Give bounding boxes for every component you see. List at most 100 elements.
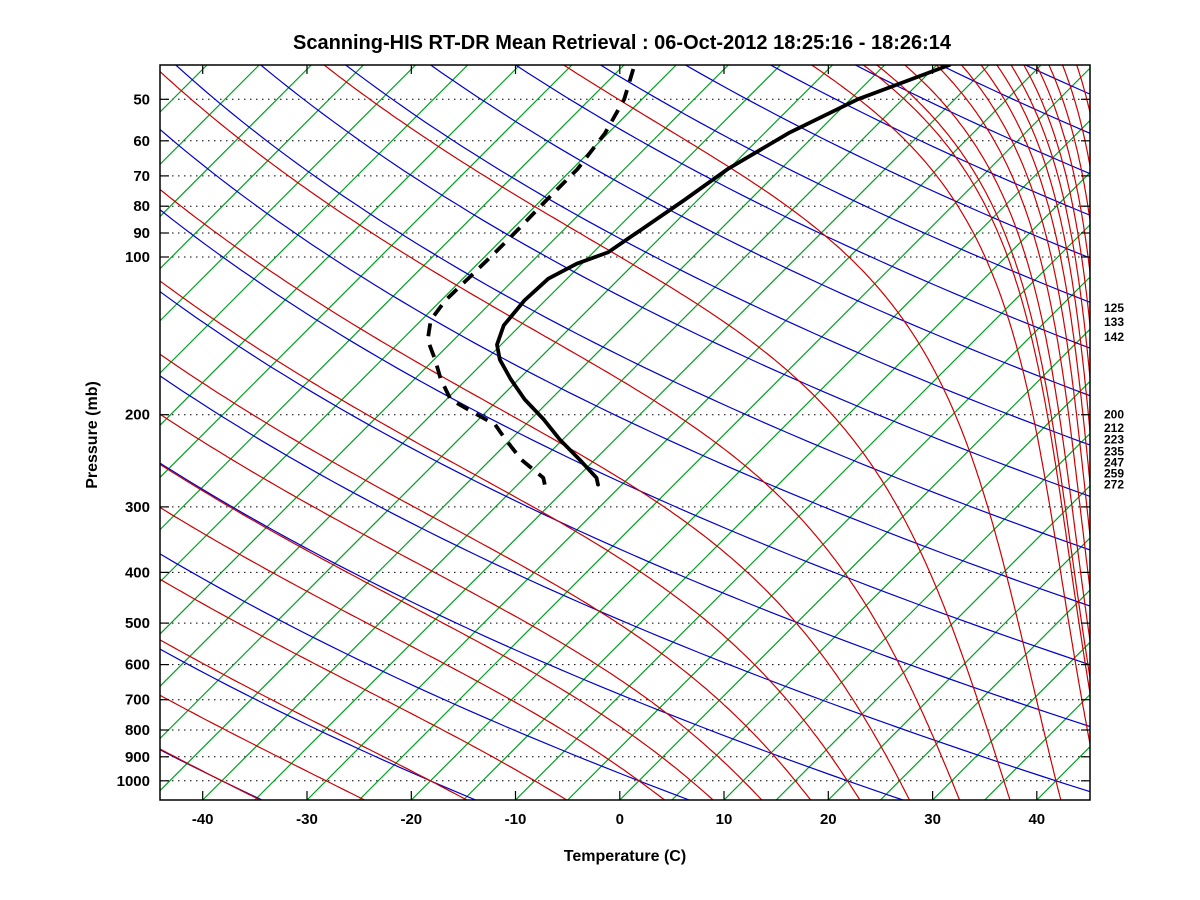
x-axis-label: Temperature (C) xyxy=(564,848,686,865)
moist-adiabat-line xyxy=(1023,65,1090,332)
temperature-profile xyxy=(495,65,952,487)
moist-adiabat-line xyxy=(160,280,861,800)
isotherm-line xyxy=(306,65,1042,800)
moist-adiabat-line xyxy=(160,748,261,800)
level-label: 272 xyxy=(1104,478,1124,492)
moist-adiabat-line xyxy=(323,65,1011,800)
isotherm-line xyxy=(932,641,1090,800)
level-label: 223 xyxy=(1104,432,1124,446)
isotherm-line xyxy=(358,67,1090,800)
isotherm-line xyxy=(160,65,312,218)
dry-adiabat-line xyxy=(855,65,1090,175)
dry-adiabat-line xyxy=(160,290,1090,728)
isotherm-line xyxy=(723,432,1090,800)
pressure-tick-label: 400 xyxy=(125,564,150,581)
moist-adiabat-line xyxy=(904,65,1090,645)
dry-adiabat-line xyxy=(160,553,690,800)
pressure-tick-label: 500 xyxy=(125,615,150,632)
level-label: 212 xyxy=(1104,421,1124,435)
isotherm-line xyxy=(254,65,990,800)
tick-label-layer: -40 -30 -20 -10 0 10 20 30 40 50 60 70 80 90 100 200 300… xyxy=(117,91,1125,828)
pressure-tick-label: 70 xyxy=(133,168,150,185)
moist-adiabat-line xyxy=(1010,65,1090,384)
dry-adiabat-line xyxy=(160,462,903,800)
moist-adiabat-line xyxy=(160,353,812,800)
dry-adiabat-line xyxy=(160,128,1090,607)
isotherm-line xyxy=(160,65,834,740)
adiabat-isotherm-layer xyxy=(160,65,1090,800)
isotherm-line xyxy=(160,65,260,166)
moist-adiabat-line xyxy=(160,639,468,800)
plot-border xyxy=(159,64,1091,801)
pressure-tick-label: 100 xyxy=(125,249,150,266)
pressure-tick-label: 60 xyxy=(133,133,150,150)
isotherm-line xyxy=(160,65,521,427)
isotherm-line xyxy=(671,380,1090,800)
moist-adiabat-line xyxy=(160,413,763,800)
moist-adiabat-line xyxy=(160,578,567,800)
pressure-gridline-layer xyxy=(160,98,1090,782)
moist-adiabat-line xyxy=(160,694,365,800)
x-tick-label: 20 xyxy=(820,811,837,828)
isotherm-line xyxy=(202,65,938,800)
pressure-tick-label: 90 xyxy=(133,225,150,242)
moist-adiabat-line xyxy=(876,65,1090,682)
x-tick-label: 10 xyxy=(716,811,733,828)
dry-adiabat-line xyxy=(345,65,1090,446)
level-label: 133 xyxy=(1104,315,1124,329)
isotherm-line xyxy=(160,65,416,322)
isotherm-line xyxy=(879,589,1090,800)
moist-adiabat-line xyxy=(811,65,1090,748)
isotherm-line xyxy=(160,65,625,531)
isotherm-line xyxy=(160,65,208,113)
profile-layer xyxy=(425,65,952,487)
dry-adiabat-line xyxy=(175,65,1090,551)
isotherm-line xyxy=(775,484,1090,800)
moist-adiabat-line xyxy=(160,506,665,800)
x-tick-label: -20 xyxy=(400,811,422,828)
dry-adiabat-line xyxy=(685,65,1090,259)
moist-adiabat-line xyxy=(863,65,1090,697)
axes-layer xyxy=(159,64,1091,801)
isotherm-line xyxy=(515,223,1090,800)
level-label: 247 xyxy=(1104,456,1124,470)
dry-adiabat-line xyxy=(430,65,1090,397)
moist-adiabat-line xyxy=(160,188,911,800)
pressure-tick-label: 800 xyxy=(125,722,150,739)
dry-adiabat-line xyxy=(160,648,476,800)
level-label: 142 xyxy=(1104,330,1124,344)
moist-adiabat-line xyxy=(1048,65,1090,224)
moist-adiabat-line xyxy=(160,463,714,800)
moist-adiabat-line xyxy=(1035,65,1090,278)
dry-adiabat-line xyxy=(770,65,1090,216)
level-label: 200 xyxy=(1104,408,1124,422)
isotherm-line xyxy=(160,65,364,270)
level-label: 235 xyxy=(1104,444,1124,458)
moist-adiabat-line xyxy=(563,65,1062,800)
isotherm-line xyxy=(160,65,781,688)
x-tick-label: -40 xyxy=(192,811,214,828)
pressure-tick-label: 1000 xyxy=(117,773,150,790)
pressure-tick-label: 600 xyxy=(125,657,150,674)
pressure-tick-label: 200 xyxy=(125,407,150,424)
isotherm-line xyxy=(160,65,729,635)
isotherm-line xyxy=(984,693,1090,800)
pressure-tick-label: 900 xyxy=(125,749,150,766)
chart-title: Scanning-HIS RT-DR Mean Retrieval : 06-O… xyxy=(293,32,952,54)
isotherm-line xyxy=(160,65,573,479)
moist-adiabat-line xyxy=(980,65,1090,490)
level-label: 259 xyxy=(1104,467,1124,481)
x-tick-label: -30 xyxy=(296,811,318,828)
isotherm-line xyxy=(462,171,1090,800)
dry-adiabat-line xyxy=(515,65,1090,349)
isotherm-line xyxy=(160,65,469,374)
moist-adiabat-line xyxy=(935,65,1090,594)
y-axis-label: Pressure (mb) xyxy=(84,381,101,489)
level-label: 125 xyxy=(1104,301,1124,315)
isotherm-line xyxy=(567,276,1090,800)
pressure-tick-label: 50 xyxy=(133,91,150,108)
isotherm-line xyxy=(619,328,1090,800)
dry-adiabat-line xyxy=(160,749,263,800)
moist-adiabat-line xyxy=(1061,65,1090,170)
